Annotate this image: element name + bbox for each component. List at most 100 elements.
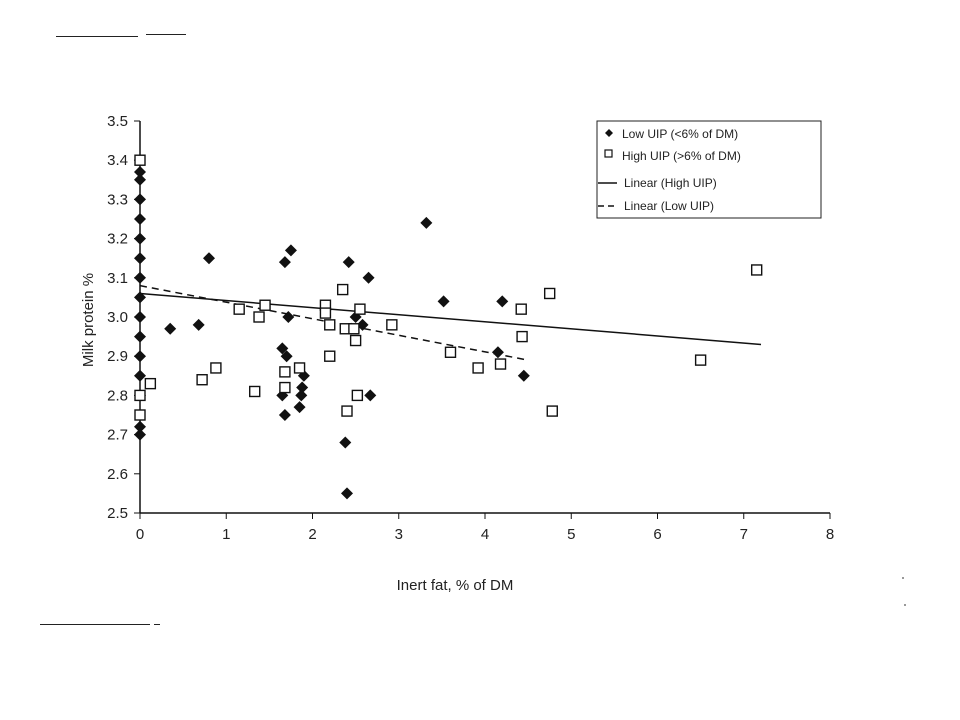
point-low-uip [134, 232, 146, 245]
point-high-uip [750, 264, 763, 276]
point-high-uip [324, 319, 336, 331]
point-high-uip [494, 358, 507, 370]
point-high-uip [336, 283, 349, 296]
legend-marker-low-uip [605, 129, 613, 137]
point-low-uip [134, 420, 146, 433]
x-tick-label: 0 [136, 526, 144, 543]
point-low-uip [278, 256, 291, 269]
point-low-uip [293, 401, 306, 414]
point-low-uip [339, 436, 352, 449]
point-low-uip [192, 318, 205, 331]
point-high-uip [349, 334, 362, 347]
point-low-uip [203, 252, 215, 265]
point-low-uip [134, 369, 146, 382]
y-tick-label: 3.2 [107, 231, 128, 248]
point-high-uip [253, 311, 265, 323]
legend-marker-high-uip [604, 149, 613, 158]
point-high-uip [341, 405, 353, 417]
y-tick-label: 3.5 [107, 113, 128, 130]
x-tick-label: 3 [395, 526, 403, 543]
x-tick-label: 1 [222, 526, 230, 543]
point-high-uip [134, 154, 146, 166]
point-high-uip [293, 362, 306, 374]
y-tick-label: 3.4 [107, 152, 128, 169]
x-tick-label: 6 [653, 526, 661, 543]
decorative-rule-top-right [146, 34, 186, 35]
point-high-uip [134, 409, 146, 421]
point-high-uip [444, 346, 457, 358]
point-high-uip [694, 354, 707, 366]
point-low-uip [134, 252, 146, 265]
point-low-uip [496, 295, 509, 308]
point-low-uip [342, 256, 355, 269]
point-high-uip [196, 374, 208, 386]
point-high-uip [351, 389, 364, 402]
trendline-high-uip [139, 292, 762, 346]
x-tick-label: 8 [826, 526, 834, 543]
point-high-uip [144, 377, 157, 390]
x-tick-label: 4 [481, 526, 489, 543]
legend-label-linear-high: Linear (High UIP) [624, 176, 717, 190]
point-high-uip [546, 405, 558, 417]
point-low-uip [420, 216, 433, 229]
point-high-uip [516, 330, 528, 343]
decorative-rule-bottom [40, 624, 150, 625]
point-low-uip [364, 389, 377, 402]
y-tick-label: 2.5 [107, 505, 128, 522]
point-low-uip [341, 487, 353, 500]
point-high-uip [249, 385, 261, 398]
legend-label-linear-low: Linear (Low UIP) [624, 199, 714, 213]
y-tick-label: 3.1 [107, 270, 128, 287]
legend: Low UIP (<6% of DM) High UIP (>6% of DM)… [596, 120, 822, 219]
data-points [134, 154, 763, 500]
point-high-uip [233, 303, 245, 315]
x-axis-title: Inert fat, % of DM [397, 577, 514, 594]
point-high-uip [515, 303, 527, 315]
point-low-uip [284, 244, 297, 257]
legend-label-high-uip: High UIP (>6% of DM) [622, 149, 741, 163]
point-low-uip [134, 350, 146, 363]
point-low-uip [134, 311, 146, 323]
point-high-uip [354, 303, 366, 315]
point-low-uip [134, 173, 146, 186]
y-axis-ticks: 2.5 2.6 2.7 2.8 2.9 3.0 3.1 3.2 3.3 3.4 3.5 [107, 113, 140, 522]
legend-label-low-uip: Low UIP (<6% of DM) [622, 127, 738, 141]
decorative-rule-bottom-tail [154, 624, 160, 625]
point-high-uip [319, 307, 332, 319]
point-high-uip [210, 362, 222, 374]
y-tick-label: 2.9 [107, 348, 128, 365]
point-low-uip [437, 295, 450, 308]
point-low-uip [134, 428, 146, 441]
y-tick-label: 2.8 [107, 387, 128, 404]
point-high-uip [134, 389, 146, 402]
x-tick-label: 5 [567, 526, 575, 543]
point-low-uip [517, 369, 530, 382]
point-low-uip [276, 342, 289, 355]
x-tick-label: 7 [740, 526, 748, 543]
point-low-uip [134, 213, 146, 225]
point-low-uip [134, 330, 146, 343]
point-low-uip [134, 271, 146, 284]
decorative-rule-top-left [56, 36, 138, 37]
point-low-uip [134, 291, 146, 304]
stray-mark-2 [904, 604, 906, 606]
point-low-uip [134, 165, 146, 178]
x-axis-ticks: 0 1 2 3 4 5 6 7 8 [136, 513, 834, 543]
point-high-uip [324, 350, 336, 362]
point-low-uip [278, 409, 291, 421]
point-low-uip [295, 389, 308, 402]
y-tick-label: 2.6 [107, 466, 128, 483]
y-axis-title: Milk protein % [80, 273, 97, 367]
y-tick-label: 3.0 [107, 309, 128, 326]
y-tick-label: 2.7 [107, 427, 128, 444]
point-low-uip [134, 193, 146, 206]
point-low-uip [164, 322, 177, 335]
point-high-uip [472, 362, 484, 374]
point-low-uip [282, 311, 295, 323]
point-low-uip [491, 346, 504, 359]
point-high-uip [543, 287, 556, 300]
stray-mark-1 [902, 577, 904, 579]
y-tick-label: 3.3 [107, 191, 128, 208]
x-tick-label: 2 [308, 526, 316, 543]
